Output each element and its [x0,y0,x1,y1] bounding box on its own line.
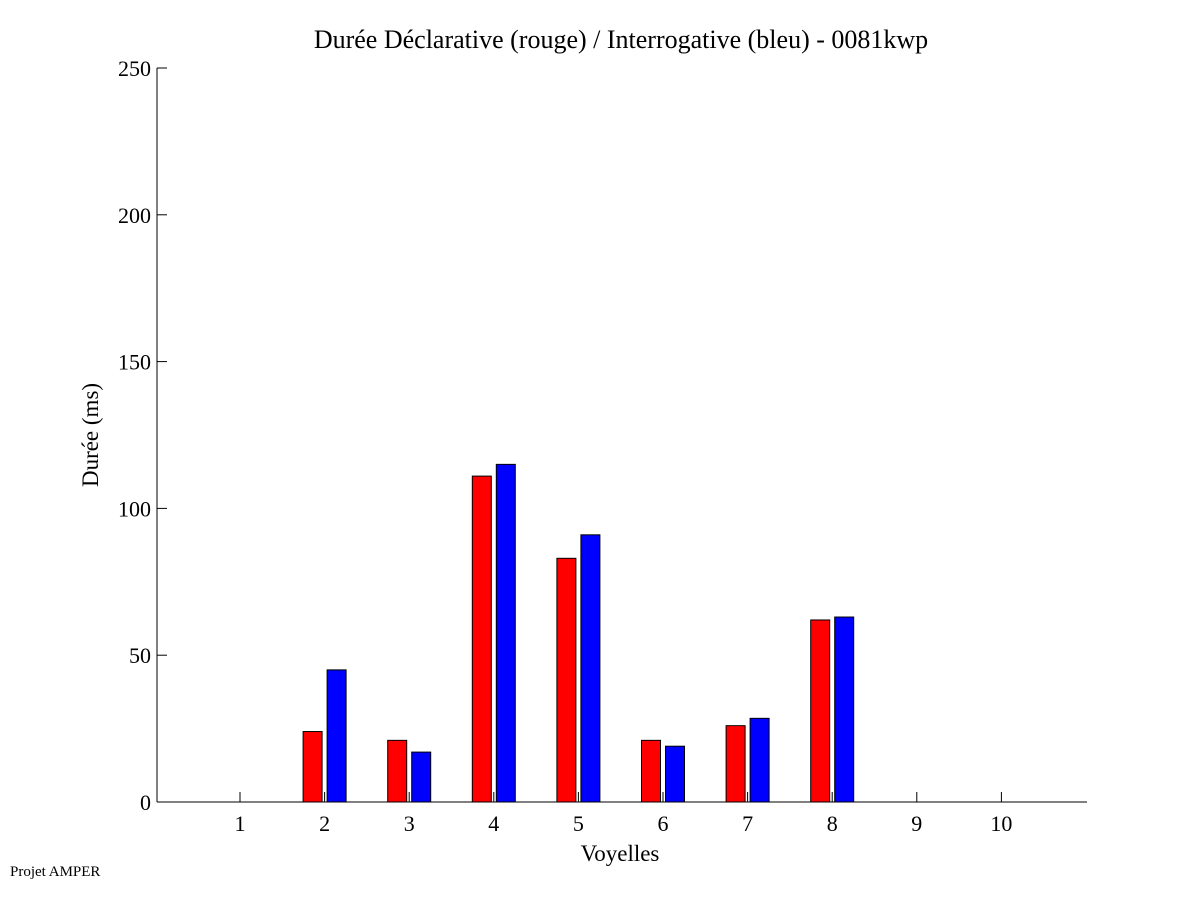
bar-declarative-5 [556,557,577,803]
x-tick-label: 7 [742,811,753,836]
x-tick-label: 4 [488,811,499,836]
bar-declarative-4 [471,475,492,803]
bar-interrogative-7 [749,717,770,803]
x-tick-label: 2 [319,811,330,836]
x-axis-label: Voyelles [581,841,660,866]
ticks: 0 50 100 150 200 250 1 2 3 4 5 6 7 8 9 10 [118,56,1012,836]
bar-interrogative-8 [834,616,855,803]
bar-interrogative-3 [411,751,432,803]
y-tick-label: 150 [118,350,151,375]
y-tick-label: 250 [118,56,151,81]
footer-credit: Projet AMPER [10,864,101,880]
axes [156,68,1087,803]
x-tick-label: 10 [990,811,1012,836]
bar-declarative-2 [302,731,323,803]
x-tick-label: 3 [404,811,415,836]
x-tick-label: 9 [911,811,922,836]
x-tick-label: 8 [827,811,838,836]
bar-interrogative-5 [580,534,601,803]
bar-interrogative-6 [665,745,685,803]
x-tick-label: 5 [573,811,584,836]
bar-declarative-7 [725,725,746,803]
y-axis-label: Durée (ms) [78,383,103,487]
bar-interrogative-2 [326,669,347,803]
bar-declarative-8 [810,619,831,803]
x-tick-label: 6 [658,811,669,836]
bar-interrogative-4 [495,463,516,803]
y-tick-label: 100 [118,496,151,521]
chart-title: Durée Déclarative (rouge) / Interrogativ… [314,25,928,54]
bar-declarative-3 [387,739,408,803]
bar-declarative-6 [641,739,661,803]
bars [302,463,855,803]
y-tick-label: 0 [140,790,151,815]
y-tick-label: 50 [129,643,151,668]
x-tick-label: 1 [235,811,246,836]
y-tick-label: 200 [118,203,151,228]
